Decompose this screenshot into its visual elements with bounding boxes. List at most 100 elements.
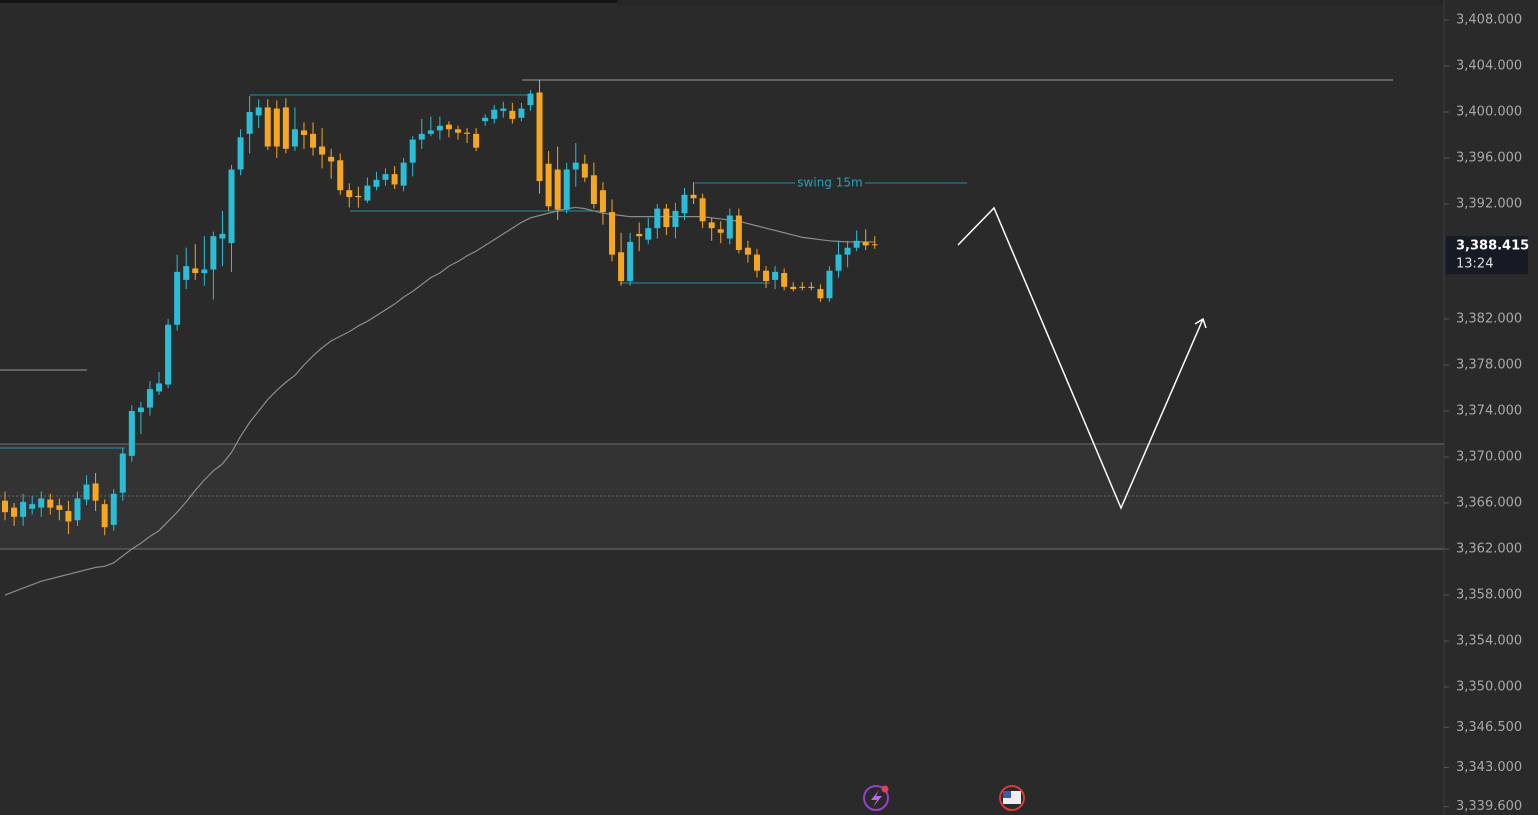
candle-body (65, 511, 72, 522)
candle-body (119, 453, 126, 493)
candle-body (826, 270, 833, 299)
candle-body (455, 129, 461, 133)
candle-body (500, 108, 507, 111)
y-tick-label: 3,354.000 (1456, 634, 1522, 649)
candle-body (772, 271, 779, 280)
top-bar (0, 0, 617, 3)
axis-labels: 3,408.000 3,404.000 3,400.000 3,396.000 3,39… (1444, 13, 1529, 814)
candle-body (11, 507, 18, 517)
candle-body (20, 501, 27, 517)
candle-body (717, 229, 724, 233)
candle-body (763, 270, 770, 282)
label-bg (795, 175, 865, 191)
candle-body (400, 162, 407, 186)
candle-body (47, 499, 54, 508)
candle-body (101, 504, 108, 528)
arrow-head (1194, 317, 1207, 329)
candle-body (427, 130, 434, 134)
candle-body (790, 286, 797, 290)
flag-canton (1003, 791, 1011, 798)
candle-body (726, 215, 733, 239)
candle-body (618, 252, 625, 282)
swing-label: swing 15m (797, 176, 862, 190)
candle-body (862, 241, 869, 246)
y-tick-label: 3,370.000 (1456, 450, 1522, 465)
candle-body (38, 498, 45, 508)
candle-body (328, 156, 335, 162)
event-dot (881, 785, 889, 793)
candle-body (627, 241, 634, 282)
candle-body (599, 190, 606, 213)
candle-body (663, 208, 670, 228)
candle-body (255, 107, 262, 116)
event-icon-glyph (871, 790, 882, 807)
candle-body (418, 133, 425, 140)
candle-body (183, 266, 190, 280)
candle-body (491, 109, 498, 119)
candle-body (871, 244, 878, 246)
y-tick-label: 3,392.000 (1456, 197, 1522, 212)
candle-body (237, 137, 244, 170)
candle-body (310, 133, 317, 148)
candle-body (636, 233, 643, 237)
candle-body (672, 210, 679, 228)
candle-body (128, 411, 135, 456)
last-price-box (1446, 236, 1528, 275)
candle-body (464, 132, 471, 134)
candle-body (228, 169, 235, 244)
candle-body (391, 174, 398, 185)
candle-body (219, 233, 226, 239)
candle-body (373, 179, 380, 187)
candle-body (563, 169, 570, 210)
candle-body (29, 504, 36, 509)
candle-body (110, 493, 117, 525)
candle-body (83, 484, 90, 500)
y-tick-label: 3,339.600 (1456, 799, 1522, 814)
y-tick-label: 3,408.000 (1456, 13, 1522, 28)
y-tick-label: 3,378.000 (1456, 358, 1522, 373)
candle-body (681, 194, 688, 214)
candle-body (174, 271, 181, 325)
candle-body (409, 139, 416, 163)
candle-body (536, 92, 543, 182)
candle-body (300, 130, 307, 136)
candle-body (92, 483, 99, 501)
candle-body (527, 93, 534, 106)
candle-body (808, 286, 815, 288)
candle-body (74, 498, 81, 521)
candle-body (192, 268, 199, 274)
candle-body (156, 383, 163, 392)
candle-body (2, 500, 8, 513)
candle-body (609, 212, 616, 255)
candle-body (509, 110, 516, 119)
candle-body (699, 198, 706, 222)
candle-body (708, 222, 715, 229)
last-price-label: 3,388.415 (1456, 239, 1529, 254)
y-tick-label: 3,358.000 (1456, 588, 1522, 603)
y-tick-label: 3,366.000 (1456, 496, 1522, 511)
y-tick-label: 3,400.000 (1456, 105, 1522, 120)
candle-body (690, 194, 697, 199)
candle-body (56, 505, 63, 510)
candle-body (264, 107, 271, 147)
candle-body (844, 247, 851, 255)
candle-body (545, 163, 552, 207)
y-tick-label: 3,350.000 (1456, 680, 1522, 695)
candle-body (137, 407, 144, 413)
candle-body (835, 254, 842, 271)
candle-body (590, 175, 597, 205)
countdown: 13:24 (1456, 257, 1493, 272)
y-tick-label: 3,396.000 (1456, 151, 1522, 166)
candle-body (473, 133, 480, 148)
candle-body (436, 125, 443, 131)
candle-body (346, 190, 353, 198)
candle-body (165, 324, 172, 385)
candle-body (735, 215, 742, 251)
candle-body (201, 269, 208, 274)
candle-body (817, 289, 824, 299)
candle-body (291, 129, 298, 147)
candle-body (246, 112, 253, 134)
candle-body (853, 240, 860, 248)
